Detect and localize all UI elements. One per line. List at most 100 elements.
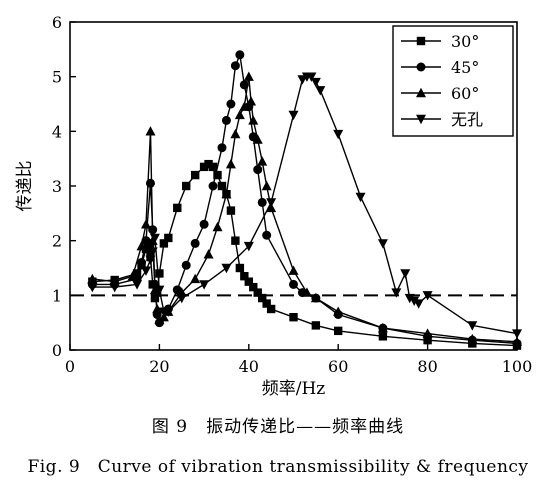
- series-2: [87, 71, 522, 346]
- series-group: [87, 50, 522, 350]
- data-point: [239, 101, 250, 111]
- data-point: [248, 115, 259, 125]
- y-tick-label: 1: [52, 286, 62, 305]
- legend-marker: [416, 62, 426, 72]
- data-point: [154, 314, 165, 325]
- data-point: [315, 86, 326, 96]
- data-point: [377, 239, 388, 249]
- data-point: [127, 271, 138, 281]
- data-point: [152, 303, 163, 314]
- data-point: [217, 143, 227, 153]
- data-point: [288, 265, 299, 275]
- data-point: [190, 238, 200, 248]
- data-point: [333, 129, 344, 140]
- data-point: [221, 263, 232, 274]
- data-point: [409, 296, 420, 306]
- data-point: [252, 134, 263, 144]
- data-point: [181, 260, 191, 270]
- data-point: [235, 50, 245, 60]
- data-point: [231, 236, 240, 245]
- data-point: [422, 328, 433, 338]
- data-point: [243, 241, 254, 252]
- x-tick-label: 0: [65, 357, 75, 376]
- x-tick-label: 60: [328, 357, 348, 376]
- data-point: [258, 293, 267, 303]
- data-point: [87, 282, 98, 293]
- legend-label: 无孔: [451, 110, 483, 129]
- data-point: [141, 244, 151, 254]
- data-point: [137, 258, 147, 268]
- chart: 0 20 40 60 80 100 0 1 2 3 4 5 6 频率/Hz 传递比 30° 45° 60° 无孔: [15, 13, 532, 399]
- data-point: [288, 110, 299, 121]
- data-point: [311, 321, 321, 330]
- data-point: [253, 288, 262, 297]
- legend: 30° 45° 60° 无孔: [392, 25, 514, 137]
- legend-marker: [416, 36, 426, 46]
- data-point: [467, 333, 478, 344]
- data-point: [246, 96, 257, 106]
- y-tick-label: 6: [52, 13, 62, 32]
- data-point: [378, 332, 388, 341]
- data-point: [87, 273, 98, 284]
- data-point: [154, 285, 165, 296]
- x-tick-label: 40: [239, 357, 259, 376]
- axes: 0 20 40 60 80 100 0 1 2 3 4 5 6 频率/Hz 传递比: [15, 13, 532, 399]
- data-point: [243, 71, 254, 81]
- x-tick-label: 100: [502, 357, 533, 376]
- data-point: [310, 77, 321, 88]
- legend-label: 60°: [451, 84, 479, 103]
- data-point: [413, 299, 424, 309]
- data-point: [235, 263, 245, 273]
- data-point: [140, 266, 151, 276]
- data-point: [145, 255, 156, 265]
- data-point: [132, 280, 143, 290]
- data-point: [203, 249, 214, 259]
- data-point: [225, 158, 236, 169]
- data-point: [333, 306, 344, 316]
- data-point: [213, 170, 222, 180]
- y-tick-label: 3: [52, 177, 62, 196]
- data-point: [199, 162, 209, 172]
- data-point: [140, 219, 151, 229]
- data-point: [155, 269, 164, 278]
- data-point: [221, 189, 232, 199]
- data-point: [301, 287, 312, 297]
- data-point: [217, 181, 227, 191]
- figure-caption-en: Fig. 9 Curve of vibration transmissibili…: [27, 457, 529, 477]
- data-point: [467, 321, 478, 331]
- x-tick-label: 80: [417, 357, 437, 376]
- series-3: [87, 72, 522, 339]
- data-point: [289, 313, 298, 322]
- data-point: [176, 293, 187, 304]
- y-tick-label: 0: [52, 341, 62, 360]
- data-point: [226, 99, 236, 109]
- data-point: [159, 239, 169, 248]
- y-tick-label: 2: [52, 232, 62, 251]
- y-axis-title: 传递比: [15, 161, 35, 212]
- data-point: [512, 336, 522, 346]
- x-tick-label: 20: [149, 357, 169, 376]
- data-point: [164, 233, 173, 243]
- data-point: [377, 322, 388, 333]
- legend-label: 45°: [451, 58, 479, 77]
- data-point: [182, 181, 191, 191]
- data-point: [204, 159, 213, 169]
- data-point: [132, 269, 142, 278]
- data-point: [253, 165, 263, 175]
- data-point: [310, 292, 321, 303]
- data-point: [109, 282, 120, 293]
- data-point: [221, 115, 231, 125]
- data-point: [400, 269, 411, 279]
- data-point: [150, 293, 160, 303]
- data-point: [208, 162, 218, 172]
- data-point: [145, 126, 156, 136]
- data-point: [257, 156, 268, 166]
- data-point: [422, 291, 433, 301]
- data-point: [391, 288, 402, 298]
- data-point: [190, 170, 200, 180]
- data-point: [136, 240, 147, 251]
- y-tick-label: 4: [52, 122, 62, 141]
- data-point: [173, 203, 182, 213]
- x-axis-title: 频率/Hz: [262, 379, 326, 399]
- data-point: [404, 293, 415, 304]
